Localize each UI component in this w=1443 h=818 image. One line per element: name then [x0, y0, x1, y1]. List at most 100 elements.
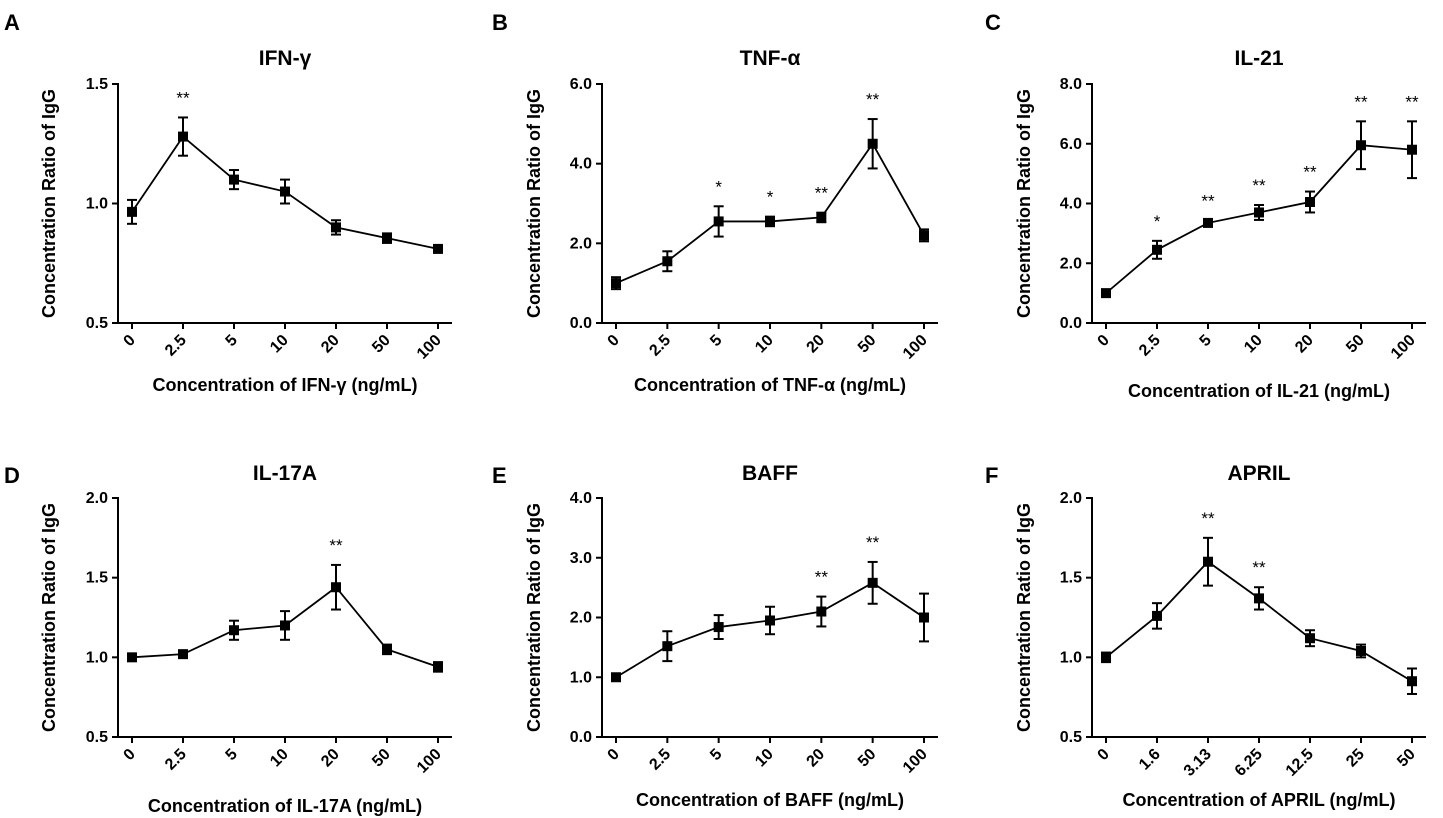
data-point — [1305, 633, 1315, 644]
data-point — [1203, 556, 1213, 567]
significance-marker: ** — [1354, 92, 1368, 111]
data-point — [713, 622, 724, 633]
data-point — [1152, 610, 1162, 621]
y-tick-label: 2.0 — [570, 235, 592, 252]
y-tick-label: 0.0 — [1060, 315, 1082, 332]
data-point — [1101, 652, 1111, 663]
x-tick-label: 12.5 — [1283, 746, 1317, 780]
data-point — [1305, 197, 1315, 208]
y-tick-label: 2.0 — [86, 490, 108, 507]
x-tick-label: 5 — [223, 746, 241, 764]
data-point — [713, 216, 724, 227]
data-point — [280, 620, 290, 631]
y-tick-label: 1.5 — [86, 570, 108, 587]
x-tick-label: 50 — [855, 746, 880, 771]
significance-marker: ** — [815, 568, 829, 587]
x-axis-label: Concentration of APRIL (ng/mL) — [1123, 790, 1396, 810]
panel-letter: A — [4, 10, 20, 35]
x-tick-label: 6.25 — [1232, 746, 1266, 780]
significance-marker: ** — [329, 536, 343, 555]
data-point — [662, 641, 673, 652]
series-line — [1105, 560, 1413, 683]
data-point — [229, 625, 239, 636]
significance-marker: ** — [1252, 558, 1266, 577]
x-tick-label: 20 — [1292, 332, 1317, 357]
x-tick-label: 50 — [369, 332, 394, 357]
x-axis-label: Concentration of IL-21 (ng/mL) — [1128, 381, 1390, 401]
x-tick-label: 50 — [369, 746, 394, 771]
significance-marker: ** — [1201, 509, 1215, 528]
significance-marker: ** — [176, 88, 190, 107]
data-point — [765, 615, 775, 626]
data-point — [919, 612, 929, 623]
x-tick-label: 50 — [855, 332, 880, 357]
y-tick-label: 3.0 — [570, 550, 592, 567]
y-tick-label: 2.0 — [570, 610, 592, 627]
chart-title: IFN-γ — [259, 47, 312, 70]
data-point — [331, 582, 341, 593]
data-point — [611, 672, 621, 683]
x-tick-label: 0 — [1095, 332, 1113, 350]
series-line — [615, 142, 925, 284]
data-point — [1407, 676, 1417, 687]
data-point — [611, 278, 621, 289]
significance-marker: ** — [1201, 192, 1215, 211]
y-tick-label: 1.5 — [86, 76, 108, 93]
significance-marker: ** — [1303, 163, 1317, 182]
x-tick-label: 0 — [605, 332, 623, 350]
data-point — [433, 243, 443, 254]
y-tick-label: 2.0 — [1060, 490, 1082, 507]
y-axis-label: Concentration Ratio of IgG — [39, 503, 59, 732]
y-axis-label: Concentration Ratio of IgG — [39, 89, 59, 318]
chart-panel-e: E BAFF 0.0 1.0 2.0 3.0 4.0 0 2.5 5 10 20 50 100 Concen… — [492, 462, 938, 810]
x-tick-label: 5 — [707, 332, 725, 350]
y-tick-label: 0.0 — [570, 315, 592, 332]
x-tick-label: 2.5 — [162, 746, 190, 774]
significance-marker: ** — [866, 533, 880, 552]
x-tick-label: 5 — [223, 332, 241, 350]
y-tick-label: 4.0 — [570, 156, 592, 173]
x-tick-label: 20 — [318, 332, 343, 357]
x-tick-label: 2.5 — [1136, 332, 1164, 360]
x-tick-label: 100 — [414, 746, 445, 777]
data-point — [280, 186, 290, 197]
chart-title: TNF-α — [740, 47, 801, 70]
y-tick-label: 4.0 — [1060, 196, 1082, 213]
data-point — [1101, 288, 1111, 299]
chart-title: APRIL — [1228, 462, 1291, 485]
x-tick-label: 50 — [1394, 746, 1419, 771]
data-point — [1254, 593, 1264, 604]
x-tick-label: 100 — [1388, 332, 1419, 363]
y-tick-label: 0.5 — [86, 729, 108, 746]
chart-title: BAFF — [742, 462, 798, 485]
x-tick-label: 0 — [605, 746, 623, 764]
y-axis-label: Concentration Ratio of IgG — [1014, 503, 1034, 732]
y-axis-label: Concentration Ratio of IgG — [524, 503, 544, 732]
x-tick-label: 20 — [318, 746, 343, 771]
x-tick-label: 100 — [900, 746, 931, 777]
data-point — [331, 222, 341, 233]
x-tick-label: 5 — [1197, 332, 1215, 350]
y-tick-label: 0.5 — [86, 315, 108, 332]
data-point — [816, 212, 827, 223]
x-axis-label: Concentration of TNF-α (ng/mL) — [634, 375, 906, 395]
data-point — [1203, 217, 1213, 228]
x-tick-label: 1.6 — [1136, 746, 1164, 774]
data-point — [1407, 144, 1417, 155]
data-point — [919, 230, 929, 241]
x-tick-label: 10 — [267, 332, 292, 357]
data-point — [1356, 140, 1366, 151]
chart-panel-d: D IL-17A 0.5 1.0 1.5 2.0 0 2.5 5 10 20 50 100 Concent… — [4, 462, 452, 816]
significance-marker: * — [767, 188, 774, 207]
y-tick-label: 1.5 — [1060, 570, 1082, 587]
significance-marker: ** — [1252, 176, 1266, 195]
y-axis-label: Concentration Ratio of IgG — [524, 89, 544, 318]
x-tick-label: 25 — [1343, 746, 1368, 771]
data-point — [867, 577, 878, 588]
chart-panel-f: F APRIL 0.5 1.0 1.5 2.0 0 1.6 3.13 6.25 12.5 25 50 Co… — [985, 462, 1426, 810]
significance-marker: * — [1154, 212, 1161, 231]
y-tick-label: 8.0 — [1060, 76, 1082, 93]
chart-panel-b: B TNF-α 0.0 2.0 4.0 6.0 0 2.5 5 10 20 50 100 Concentr… — [492, 10, 938, 395]
x-tick-label: 2.5 — [646, 746, 674, 774]
